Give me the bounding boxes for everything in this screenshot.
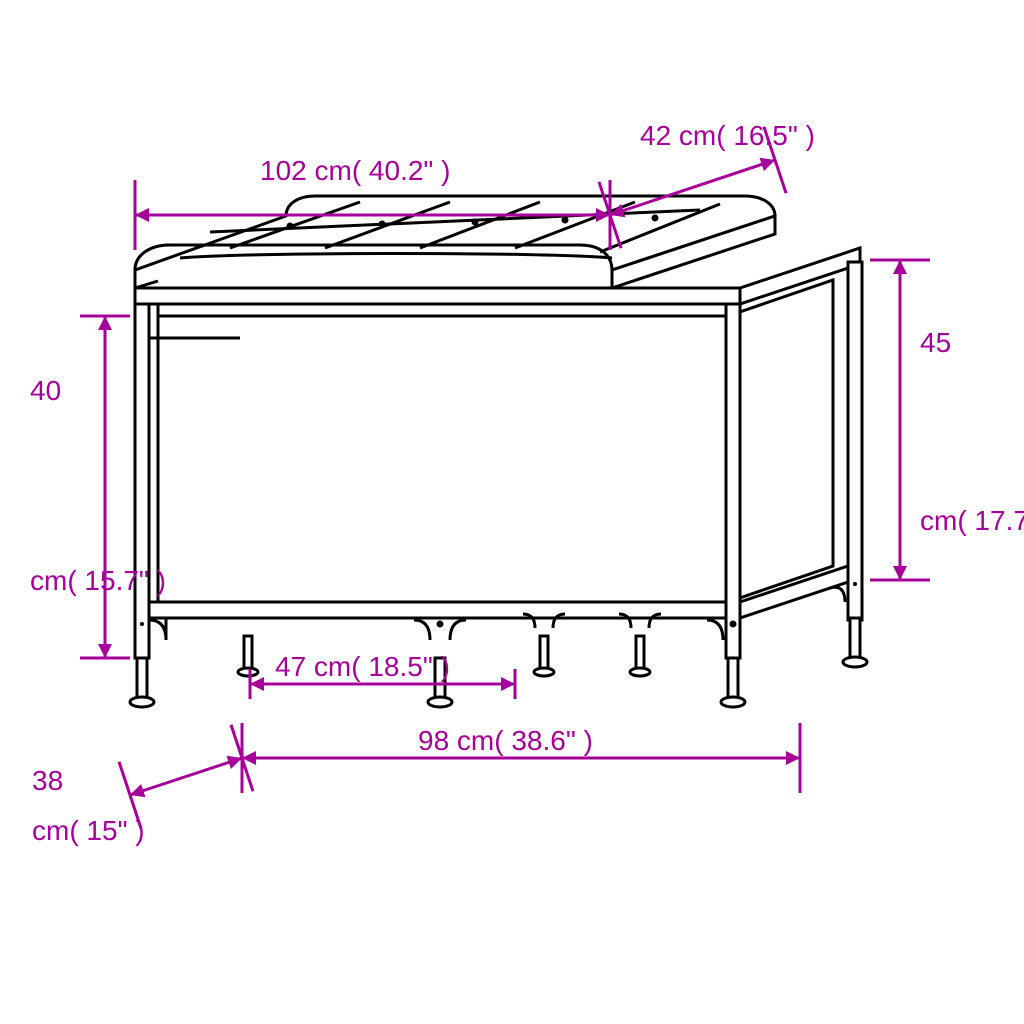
svg-text:45: 45 <box>920 327 951 358</box>
svg-text:cm( 17.7" ): cm( 17.7" ) <box>920 505 1024 536</box>
product-bench <box>130 196 867 707</box>
svg-text:40: 40 <box>30 375 61 406</box>
svg-text:98 cm( 38.6" ): 98 cm( 38.6" ) <box>418 725 593 756</box>
svg-text:cm( 15.7" ): cm( 15.7" ) <box>30 565 166 596</box>
svg-text:42 cm( 16.5" ): 42 cm( 16.5" ) <box>640 120 815 151</box>
svg-text:cm( 15" ): cm( 15" ) <box>32 815 145 846</box>
dimension-diagram: 102 cm( 40.2" ) 42 cm( 16.5" ) 40 cm( 15.7"… <box>0 0 1024 1024</box>
svg-text:47 cm( 18.5" ): 47 cm( 18.5" ) <box>275 651 450 682</box>
svg-text:38: 38 <box>32 765 63 796</box>
svg-text:102 cm( 40.2" ): 102 cm( 40.2" ) <box>260 155 450 186</box>
